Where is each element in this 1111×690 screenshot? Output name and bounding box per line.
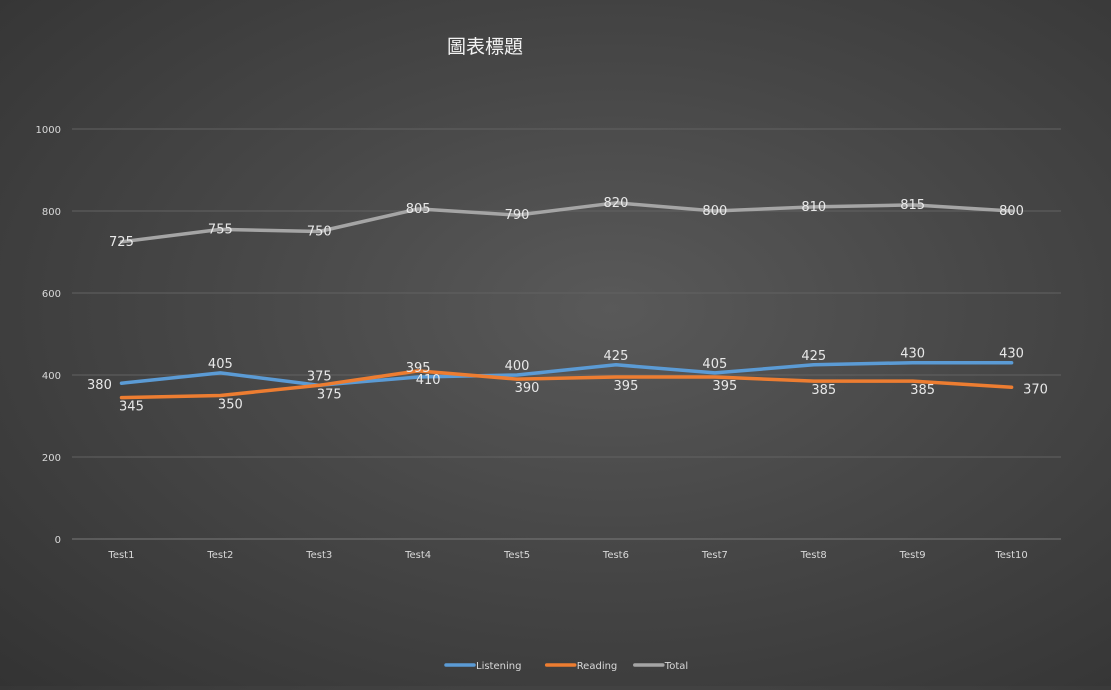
data-label: 395 bbox=[406, 361, 431, 376]
data-label: 400 bbox=[505, 359, 530, 374]
data-label: 425 bbox=[604, 349, 629, 364]
y-tick-label: 800 bbox=[42, 207, 61, 218]
x-tick-label: Test6 bbox=[602, 550, 629, 561]
data-label: 380 bbox=[87, 378, 112, 393]
x-tick-label: Test10 bbox=[994, 550, 1027, 561]
data-label: 750 bbox=[307, 225, 332, 240]
x-tick-label: Test5 bbox=[503, 550, 530, 561]
data-label: 350 bbox=[218, 398, 243, 413]
data-label: 790 bbox=[505, 208, 530, 223]
data-label: 395 bbox=[712, 379, 737, 394]
data-label: 810 bbox=[801, 200, 826, 215]
data-label: 800 bbox=[999, 204, 1024, 219]
data-label: 800 bbox=[702, 204, 727, 219]
data-label: 815 bbox=[900, 198, 925, 213]
series-line-reading bbox=[119, 369, 1014, 400]
data-label: 395 bbox=[614, 379, 639, 394]
x-tick-label: Test4 bbox=[404, 550, 431, 561]
x-tick-label: Test3 bbox=[305, 550, 332, 561]
y-tick-label: 600 bbox=[42, 289, 61, 300]
y-tick-label: 400 bbox=[42, 371, 61, 382]
series-line-listening bbox=[119, 360, 1014, 388]
data-label: 345 bbox=[119, 400, 144, 415]
data-label: 430 bbox=[999, 347, 1024, 362]
legend-label: Reading bbox=[577, 661, 618, 672]
chart-title: 圖表標題 bbox=[446, 36, 523, 58]
x-tick-label: Test1 bbox=[107, 550, 134, 561]
data-label: 430 bbox=[900, 347, 925, 362]
data-label: 405 bbox=[702, 357, 727, 372]
y-tick-label: 1000 bbox=[36, 125, 61, 136]
data-label: 425 bbox=[801, 349, 826, 364]
data-label: 805 bbox=[406, 202, 431, 217]
data-label: 385 bbox=[811, 383, 836, 398]
data-label: 375 bbox=[317, 387, 342, 402]
data-label: 410 bbox=[416, 373, 441, 388]
data-label: 405 bbox=[208, 357, 233, 372]
x-tick-label: Test7 bbox=[701, 550, 728, 561]
data-label: 725 bbox=[109, 235, 134, 250]
data-label: 375 bbox=[307, 369, 332, 384]
x-tick-label: Test9 bbox=[899, 550, 926, 561]
legend-label: Listening bbox=[476, 661, 521, 672]
x-tick-label: Test2 bbox=[206, 550, 233, 561]
data-label: 385 bbox=[910, 383, 935, 398]
data-label: 820 bbox=[604, 196, 629, 211]
x-tick-label: Test8 bbox=[800, 550, 827, 561]
y-tick-label: 0 bbox=[55, 535, 61, 546]
data-label: 755 bbox=[208, 222, 233, 237]
y-tick-label: 200 bbox=[42, 453, 61, 464]
data-label: 390 bbox=[515, 381, 540, 396]
legend-label: Total bbox=[664, 661, 688, 672]
data-label: 370 bbox=[1023, 382, 1048, 397]
series-line-total bbox=[119, 201, 1014, 244]
